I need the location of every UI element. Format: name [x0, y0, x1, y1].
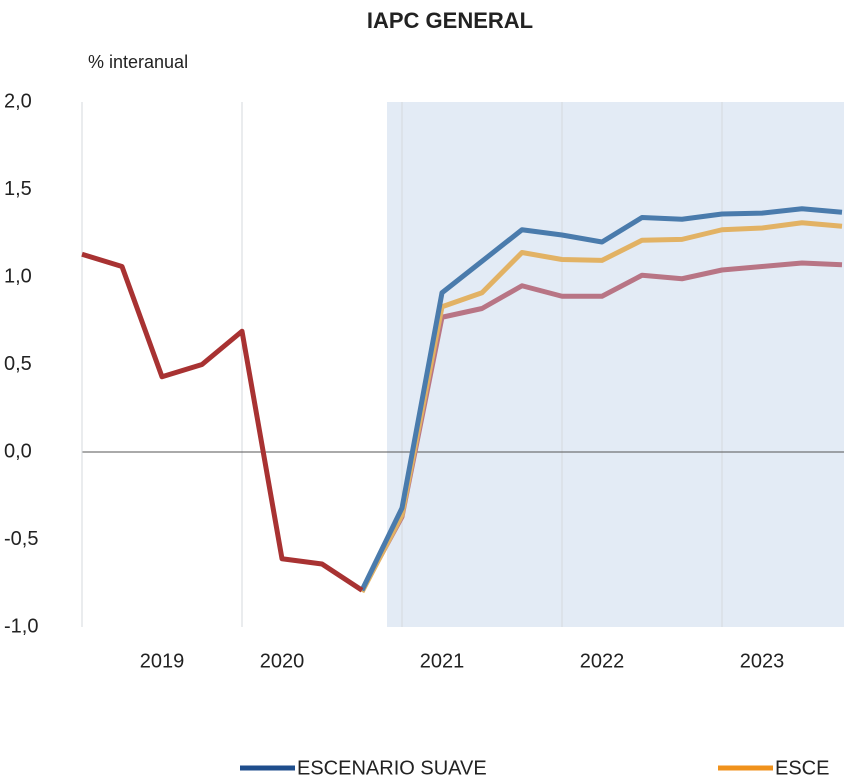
- x-tick-label: 2020: [260, 650, 305, 672]
- series-line: [359, 220, 843, 594]
- legend-label: ESCE: [775, 757, 829, 779]
- x-tick-label: 2021: [420, 650, 465, 672]
- legend-label: ESCENARIO SUAVE: [297, 757, 487, 779]
- y-tick-label: -1,0: [4, 615, 38, 637]
- chart-title: IAPC GENERAL: [367, 8, 533, 33]
- y-tick-label: 1,0: [4, 265, 32, 287]
- y-tick-label: 2,0: [4, 90, 32, 112]
- x-tick-label: 2022: [580, 650, 625, 672]
- y-tick-label: 0,5: [4, 353, 32, 375]
- y-axis-label: % interanual: [88, 52, 188, 72]
- series-line: [81, 251, 364, 593]
- series-line: [359, 206, 843, 592]
- x-tick-label: 2023: [740, 650, 785, 672]
- x-tick-label: 2019: [140, 650, 185, 672]
- y-tick-label: 0,0: [4, 440, 32, 462]
- y-tick-label: -0,5: [4, 528, 38, 550]
- forecast-shade: [387, 102, 844, 627]
- y-tick-label: 1,5: [4, 178, 32, 200]
